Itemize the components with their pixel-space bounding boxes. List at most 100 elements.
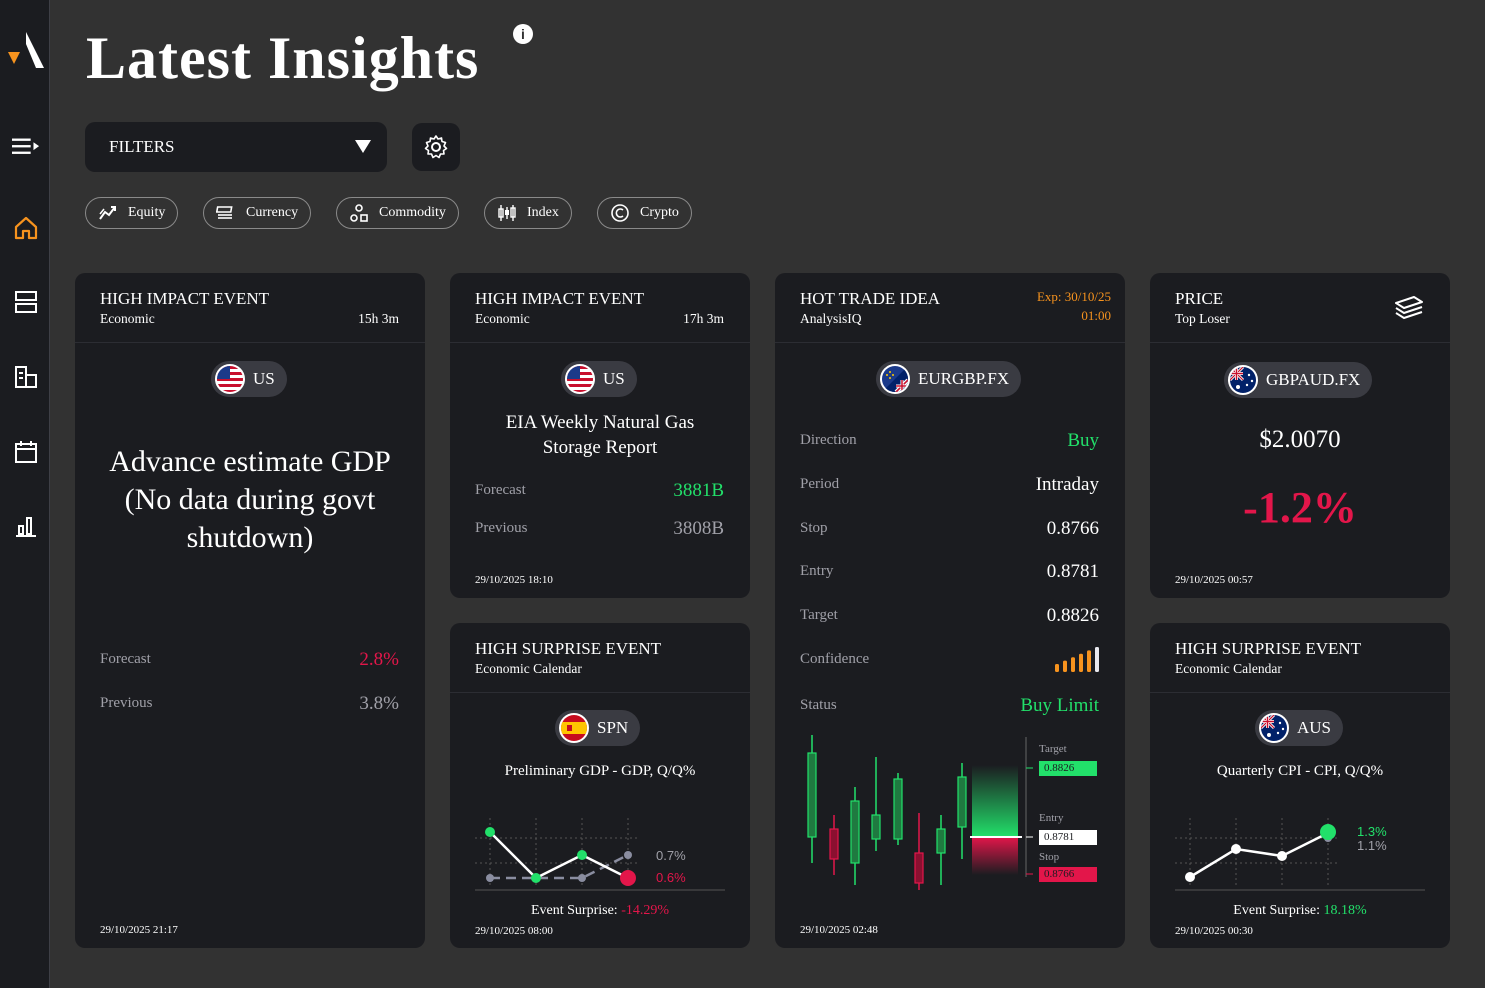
card-subtitle: Top Loser bbox=[1175, 311, 1230, 326]
timestamp: 29/10/2025 00:30 bbox=[1175, 925, 1253, 937]
high-surprise-event-card[interactable]: HIGH SURPRISE EVENT Economic Calendar SP… bbox=[450, 623, 750, 948]
price-card[interactable]: PRICE Top Loser GBPAUD.FX $2.0070 -1.2% … bbox=[1150, 273, 1450, 598]
gb-au-flag-icon bbox=[1228, 365, 1258, 395]
chip-equity[interactable]: Equity bbox=[85, 197, 179, 229]
price-change: -1.2% bbox=[1243, 483, 1357, 532]
confidence-bar bbox=[1055, 664, 1059, 672]
chip-currency[interactable]: Currency bbox=[203, 197, 312, 229]
coin-icon bbox=[611, 204, 629, 222]
confidence-bar bbox=[1079, 653, 1083, 672]
forecast-label: Forecast bbox=[100, 651, 151, 667]
candle-body bbox=[936, 828, 946, 854]
period-label: Period bbox=[800, 476, 840, 492]
candlestick-chart bbox=[807, 735, 1033, 890]
chip-label: Crypto bbox=[640, 205, 679, 220]
chart-stop-value: 0.8766 bbox=[1039, 867, 1097, 882]
country-pill: AUS bbox=[1255, 710, 1344, 746]
card-subtitle: Economic Calendar bbox=[1175, 661, 1282, 676]
building-chart-icon[interactable] bbox=[12, 363, 40, 391]
surprise-line-chart bbox=[475, 818, 725, 891]
chip-crypto[interactable]: Crypto bbox=[597, 197, 692, 229]
direction-label: Direction bbox=[800, 432, 857, 448]
spain-flag-icon bbox=[559, 713, 589, 743]
timestamp: 29/10/2025 02:48 bbox=[800, 924, 878, 936]
country-pill: US bbox=[561, 361, 637, 397]
high-impact-event-card[interactable]: HIGH IMPACT EVENT Economic 17h 3m US EIA… bbox=[450, 273, 750, 598]
time-left: 15h 3m bbox=[358, 311, 399, 326]
stop-label: Stop bbox=[800, 520, 828, 536]
previous-label: Previous bbox=[475, 520, 528, 536]
chevron-down-icon bbox=[355, 140, 371, 153]
card-subtitle: Economic Calendar bbox=[475, 661, 582, 676]
candle-body bbox=[957, 776, 967, 828]
filters-dropdown[interactable]: FILTERS bbox=[85, 122, 387, 172]
country-pill: SPN bbox=[555, 710, 641, 746]
timestamp: 29/10/2025 21:17 bbox=[100, 924, 178, 936]
surprise-label: Event Surprise: bbox=[1233, 903, 1321, 918]
settings-button[interactable] bbox=[412, 123, 460, 171]
chip-commodity[interactable]: Commodity bbox=[336, 197, 459, 229]
calendar-icon[interactable] bbox=[12, 438, 40, 466]
expiry-time: 01:00 bbox=[1081, 308, 1111, 323]
period-value: Intraday bbox=[1035, 474, 1099, 495]
target-value: 0.8826 bbox=[1046, 605, 1099, 626]
chip-index[interactable]: Index bbox=[484, 197, 572, 229]
symbol-pill: EURGBP.FX bbox=[876, 361, 1022, 397]
target-label: Target bbox=[800, 607, 838, 623]
candle-body bbox=[893, 778, 903, 840]
confidence-bar bbox=[1063, 660, 1067, 672]
card-title: HIGH IMPACT EVENT bbox=[475, 289, 645, 308]
event-title: EIA Weekly Natural Gas Storage Report bbox=[505, 412, 695, 458]
money-stack-icon bbox=[216, 206, 233, 219]
layout-icon[interactable] bbox=[12, 288, 40, 316]
country-code: US bbox=[603, 369, 625, 388]
candle-body bbox=[871, 814, 881, 840]
country-pill: US bbox=[211, 361, 287, 397]
us-flag-icon bbox=[565, 364, 595, 394]
chart-target-value: 0.8826 bbox=[1039, 761, 1097, 776]
chart-stop-label: Stop bbox=[1039, 851, 1060, 863]
event-title: Quarterly CPI - CPI, Q/Q% bbox=[1216, 763, 1384, 779]
high-impact-event-card[interactable]: HIGH IMPACT EVENT Economic 15h 3m US Adv… bbox=[75, 273, 425, 948]
event-surprise: Event Surprise: 18.18% bbox=[1150, 903, 1450, 919]
previous-value: 3.8% bbox=[359, 693, 399, 714]
card-title: HIGH IMPACT EVENT bbox=[100, 289, 270, 308]
high-surprise-event-card[interactable]: HIGH SURPRISE EVENT Economic Calendar AU… bbox=[1150, 623, 1450, 948]
hot-trade-idea-card[interactable]: HOT TRADE IDEA AnalysisIQ Exp: 30/10/25 … bbox=[775, 273, 1125, 948]
candle-body bbox=[914, 852, 924, 884]
timestamp: 29/10/2025 08:00 bbox=[475, 925, 553, 937]
home-icon[interactable] bbox=[12, 214, 40, 242]
country-code: US bbox=[253, 369, 275, 388]
symbol-pill: GBPAUD.FX bbox=[1224, 362, 1373, 398]
entry-label: Entry bbox=[800, 563, 834, 579]
price-value: $2.0070 bbox=[1259, 426, 1341, 453]
surprise-line-chart bbox=[1175, 818, 1425, 891]
chip-label: Commodity bbox=[379, 205, 446, 220]
chart-target-label: Target bbox=[1039, 743, 1067, 755]
event-title: Preliminary GDP - GDP, Q/Q% bbox=[504, 763, 696, 779]
card-subtitle: AnalysisIQ bbox=[800, 311, 862, 326]
forecast-label: Forecast bbox=[475, 482, 526, 498]
chip-label: Index bbox=[527, 205, 559, 220]
info-icon[interactable]: i bbox=[513, 24, 533, 44]
card-title: HOT TRADE IDEA bbox=[800, 289, 941, 308]
forecast-value: 0.6% bbox=[656, 870, 686, 885]
candlestick-icon bbox=[498, 205, 516, 221]
menu-expand-icon[interactable] bbox=[12, 132, 40, 160]
money-stack-icon bbox=[1395, 296, 1423, 320]
symbol-name: EURGBP.FX bbox=[918, 369, 1010, 388]
stop-value: 0.8766 bbox=[1046, 518, 1099, 539]
shapes-icon bbox=[350, 204, 368, 222]
status-value: Buy Limit bbox=[1020, 695, 1099, 716]
us-flag-icon bbox=[215, 364, 245, 394]
previous-label: Previous bbox=[100, 695, 153, 711]
entry-value: 0.8781 bbox=[1046, 561, 1099, 582]
confidence-bar bbox=[1095, 647, 1099, 672]
trend-icon bbox=[99, 206, 116, 220]
surprise-label: Event Surprise: bbox=[530, 903, 618, 918]
logo-icon[interactable] bbox=[6, 30, 46, 70]
card-title: PRICE bbox=[1175, 289, 1224, 308]
surprise-value: 18.18% bbox=[1323, 903, 1367, 918]
bar-chart-icon[interactable] bbox=[12, 512, 40, 540]
event-surprise: Event Surprise: -14.29% bbox=[450, 903, 750, 919]
